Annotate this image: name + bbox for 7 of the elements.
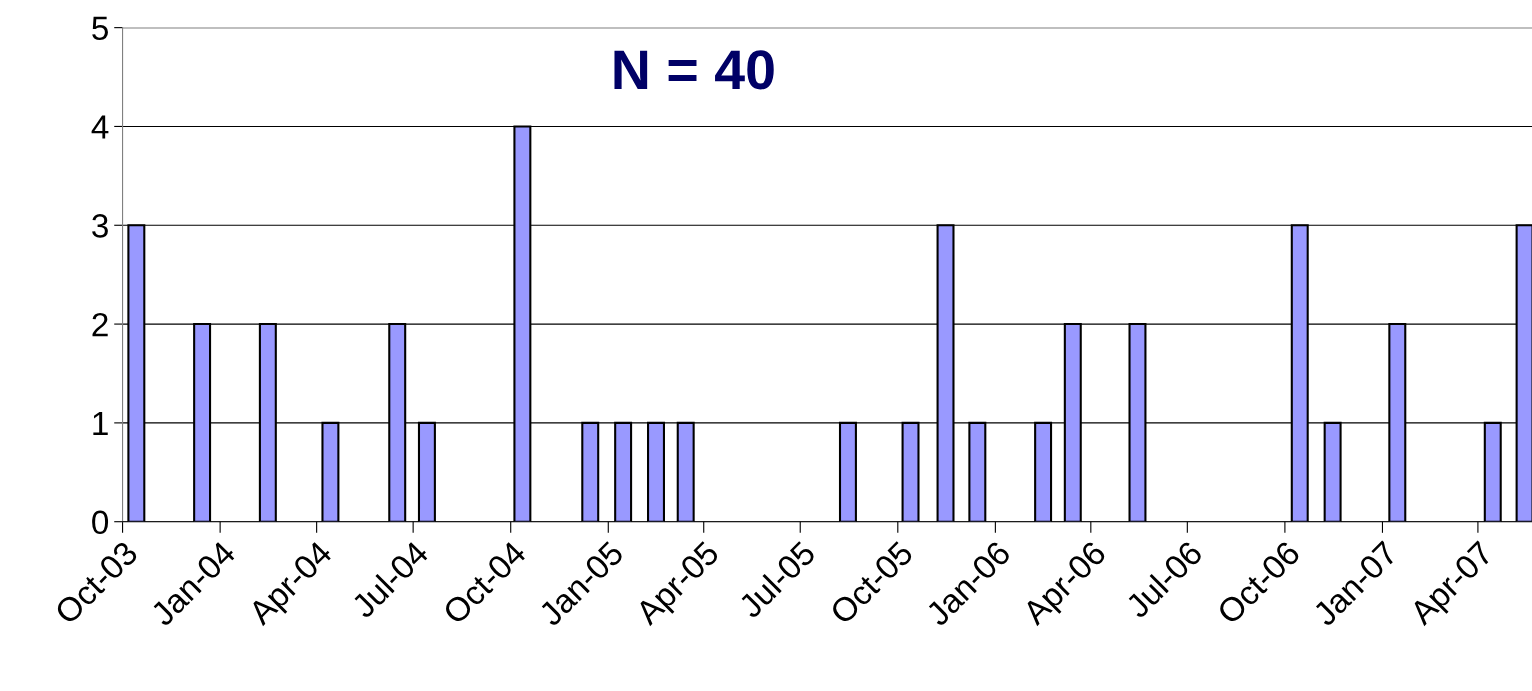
y-tick-label: 5 [92, 16, 108, 41]
y-tick-label: 2 [92, 312, 108, 337]
y-tick-label: 0 [92, 510, 109, 535]
annotation: N = 40 [614, 50, 774, 90]
y-tick-label: 4 [91, 115, 109, 139]
y-tick-label: 3 [92, 214, 108, 238]
y-tick-label: 1 [93, 412, 108, 435]
